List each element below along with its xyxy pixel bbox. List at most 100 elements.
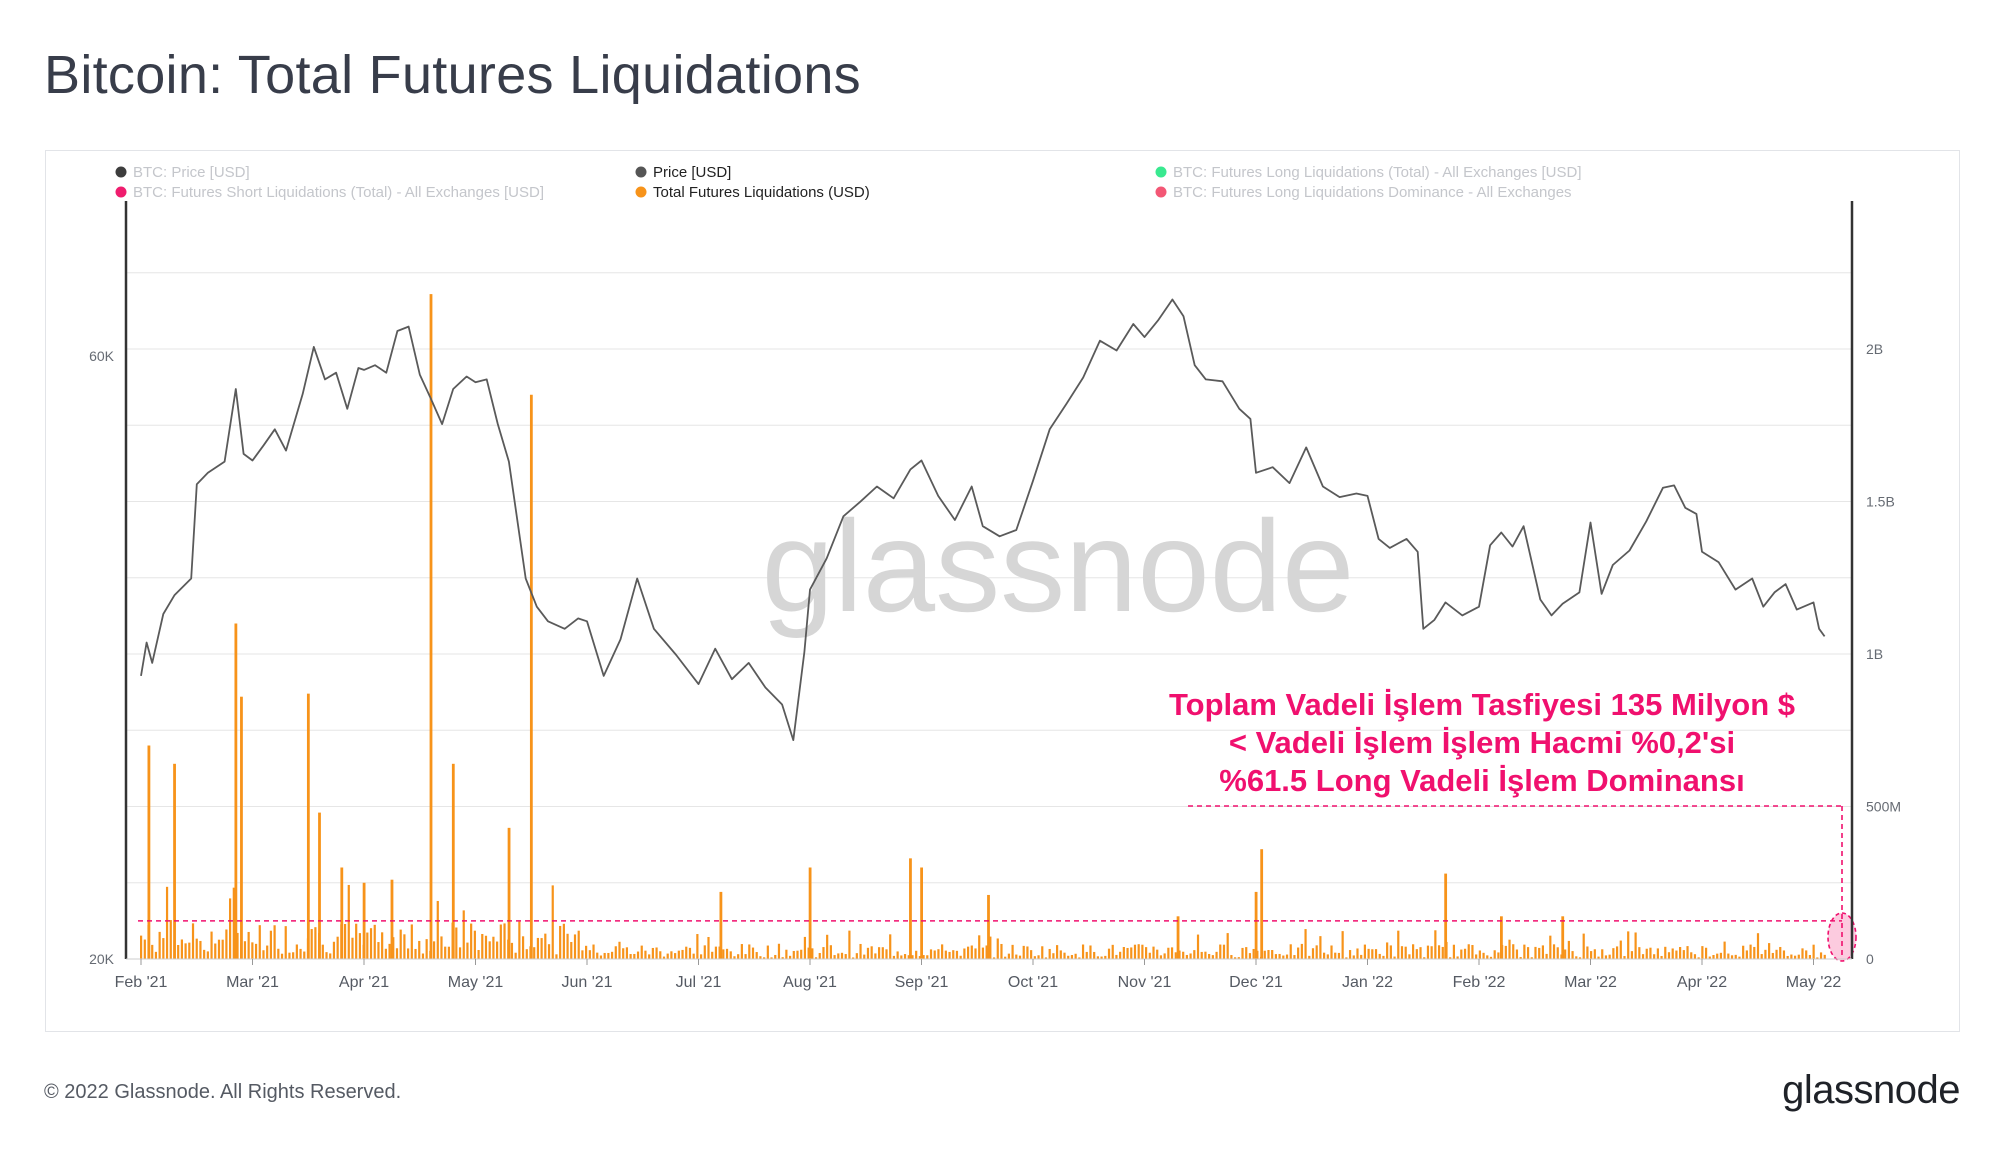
liquidation-bar (1252, 948, 1255, 959)
liquidation-bar (1074, 953, 1077, 959)
liquidation-spike-bar (1176, 916, 1180, 959)
price-line (140, 298, 1826, 741)
liquidation-bar (1753, 946, 1756, 959)
liquidation-bar (1768, 943, 1771, 959)
legend-item-label[interactable]: BTC: Futures Short Liquidations (Total) … (133, 184, 544, 201)
liquidation-bar (251, 942, 254, 959)
liquidation-bar (1085, 951, 1088, 959)
liquidation-bar (444, 946, 447, 959)
liquidation-bar (203, 949, 206, 959)
legend-marker[interactable] (1155, 186, 1167, 198)
liquidation-bar (573, 934, 577, 959)
liquidation-bar (1775, 949, 1778, 959)
liquidation-bar (518, 921, 521, 959)
liquidation-bar (154, 951, 158, 959)
liquidation-bar (1578, 957, 1582, 959)
liquidation-bar (1660, 955, 1663, 959)
liquidation-bar (1167, 947, 1170, 959)
liquidation-bar (1345, 957, 1348, 959)
liquidation-bar (266, 945, 269, 959)
liquidation-bar (1374, 949, 1378, 959)
legend-marker[interactable] (635, 166, 647, 178)
liquidation-bar (674, 953, 677, 959)
liquidation-bar (503, 923, 506, 959)
liquidation-bar (1237, 957, 1240, 959)
liquidation-bar (1549, 935, 1552, 959)
liquidation-bar (937, 949, 940, 959)
liquidation-bar (1159, 955, 1163, 959)
liquidation-bar (941, 944, 944, 959)
liquidation-bar (688, 947, 692, 959)
liquidation-bar (692, 953, 695, 959)
liquidation-bar (763, 957, 766, 959)
liquidation-bar (918, 956, 921, 959)
liquidation-bar (1122, 946, 1125, 959)
liquidation-bar (1037, 955, 1040, 959)
x-axis-tick-label: Jun '21 (561, 974, 612, 991)
legend-item-label[interactable]: BTC: Futures Long Liquidations Dominance… (1173, 184, 1572, 201)
liquidation-bar (1241, 947, 1244, 959)
liquidation-spike-bar (234, 623, 238, 959)
liquidation-bar (336, 936, 339, 959)
liquidation-bar (1593, 949, 1596, 959)
liquidation-bar (1400, 946, 1404, 959)
liquidation-spike-bar (1444, 873, 1448, 959)
legend-marker[interactable] (115, 186, 127, 198)
liquidation-bar (1078, 957, 1081, 959)
liquidation-bar (1111, 944, 1114, 959)
right-axis-tick-label: 2B (1866, 341, 1883, 357)
liquidation-bar (1693, 954, 1697, 959)
legend-marker[interactable] (635, 186, 647, 198)
liquidation-bar (1319, 936, 1322, 959)
liquidation-bar (488, 941, 491, 959)
liquidation-bar (699, 954, 703, 959)
legend-marker[interactable] (1155, 166, 1167, 178)
liquidation-bar (881, 947, 884, 959)
legend-marker[interactable] (115, 166, 127, 178)
liquidation-bar (1026, 946, 1029, 959)
liquidations-chart: glassnode Toplam Vadeli İşlem Tasfiyesi 1… (89, 164, 1901, 991)
liquidation-bar (162, 938, 165, 959)
liquidation-bar (1556, 947, 1559, 959)
liquidation-bar (1601, 949, 1604, 959)
liquidation-bar (1615, 946, 1619, 959)
liquidation-bar (466, 942, 469, 959)
liquidation-bar (929, 949, 933, 959)
liquidation-bar (1293, 955, 1296, 959)
liquidation-bar (1282, 955, 1285, 959)
liquidation-bar (922, 955, 925, 959)
legend-item-label[interactable]: BTC: Price [USD] (133, 164, 250, 181)
liquidation-bar (1612, 948, 1615, 959)
liquidation-bar (199, 940, 202, 959)
liquidation-bar (1070, 955, 1074, 959)
liquidation-bar (191, 923, 195, 959)
liquidation-bar (1575, 956, 1578, 959)
liquidation-bar (1712, 954, 1715, 959)
liquidation-bar (377, 942, 380, 959)
liquidation-bar (1679, 947, 1682, 959)
liquidation-bar (840, 952, 844, 959)
liquidation-bar (1630, 951, 1634, 959)
liquidation-spike-bar (340, 867, 344, 959)
liquidation-bar (892, 955, 896, 959)
x-axis-tick-label: May '22 (1786, 974, 1842, 991)
liquidation-bar (725, 948, 729, 959)
liquidation-bar (299, 948, 302, 959)
liquidation-spike-bar (507, 827, 511, 959)
liquidation-bar (822, 947, 825, 959)
legend-item-label[interactable]: Total Futures Liquidations (USD) (653, 184, 870, 201)
liquidation-bar (607, 952, 610, 959)
liquidation-bar (640, 945, 643, 959)
liquidation-bar (1389, 945, 1392, 959)
x-axis-tick-label: Feb '22 (1453, 974, 1506, 991)
liquidation-bar (996, 938, 999, 959)
liquidation-bar (1393, 956, 1396, 959)
liquidation-spike-bar (451, 763, 455, 959)
legend-item-label[interactable]: BTC: Futures Long Liquidations (Total) -… (1173, 164, 1582, 181)
liquidation-bar (863, 954, 866, 959)
liquidation-bar (1234, 957, 1237, 959)
liquidation-bar (1742, 945, 1745, 959)
legend-item-label[interactable]: Price [USD] (653, 164, 731, 181)
liquidation-spike-bar (147, 745, 151, 959)
liquidation-bar (1096, 956, 1099, 959)
